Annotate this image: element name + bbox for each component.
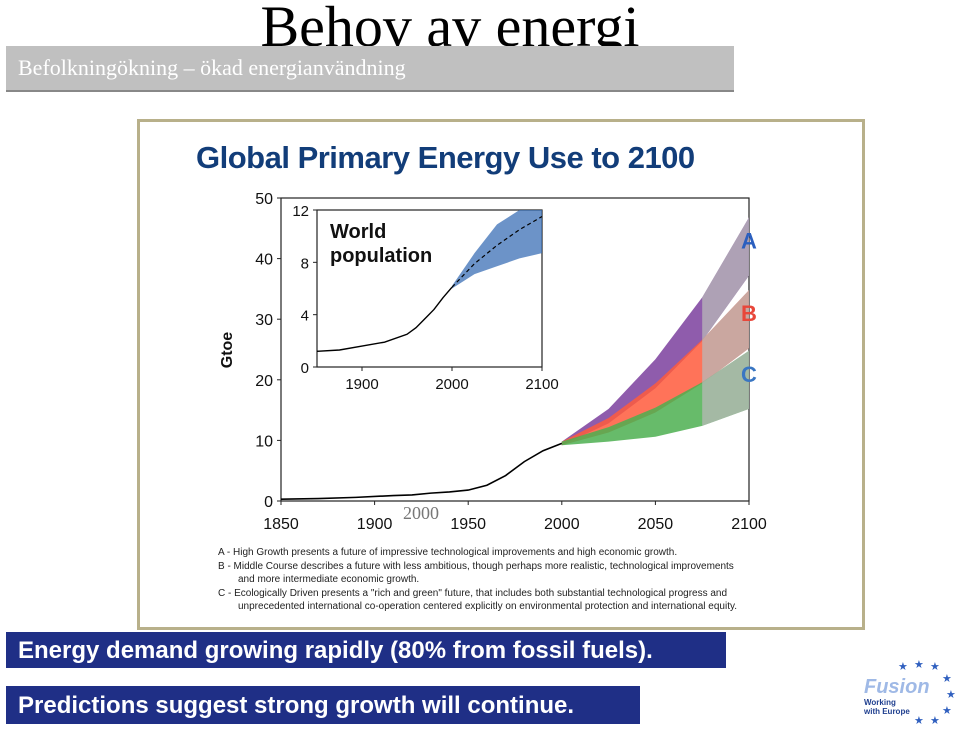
x-tick-label: 1850 xyxy=(263,516,299,533)
y-axis-label: Gtoe xyxy=(219,332,236,369)
stars-icon: ★ ★ ★ ★ ★ ★ ★ ★ xyxy=(898,658,956,727)
series-label-a: A xyxy=(741,228,757,253)
y-tick-label: 20 xyxy=(255,373,273,390)
svg-text:★: ★ xyxy=(898,660,908,673)
chart-title: Global Primary Energy Use to 2100 xyxy=(196,140,695,175)
bullet-bar-1: Energy demand growing rapidly (80% from … xyxy=(6,632,726,668)
year-annotation: 2000 xyxy=(403,503,439,523)
chart-note: and more intermediate economic growth. xyxy=(238,574,420,585)
logo-word: Fusion xyxy=(864,676,930,698)
inset-projection-band xyxy=(452,210,542,289)
series-label-b: B xyxy=(741,301,757,326)
chart-note: C - Ecologically Driven presents a "rich… xyxy=(218,587,728,599)
slide-subtitle: Befolkningökning – ökad energianvändning xyxy=(18,55,406,80)
scenario-a-uncertainty xyxy=(702,217,749,342)
bullet-1: Energy demand growing rapidly (80% from … xyxy=(18,637,653,664)
inset-x-tick-label: 2100 xyxy=(525,376,558,393)
y-tick-label: 40 xyxy=(255,252,273,269)
bullet-2: Predictions suggest strong growth will c… xyxy=(18,692,575,719)
history-line xyxy=(280,442,563,500)
inset-x-tick-label: 2000 xyxy=(435,376,468,393)
svg-text:★: ★ xyxy=(914,658,924,671)
x-tick-label: 2050 xyxy=(638,516,674,533)
chart-note: unprecedented international co-operation… xyxy=(238,601,738,612)
chart-figure: Global Primary Energy Use to 2100 0 10 20 3… xyxy=(137,119,865,630)
inset-y-tick-label: 8 xyxy=(301,255,309,272)
x-tick-label: 1950 xyxy=(450,516,486,533)
scenario-b-uncertainty xyxy=(702,290,749,384)
bullet-bar-2: Predictions suggest strong growth will c… xyxy=(6,686,640,724)
svg-text:★: ★ xyxy=(930,660,940,673)
logo-line-2: with Europe xyxy=(864,707,910,716)
scenario-c-uncertainty xyxy=(702,350,749,426)
chart-note: B - Middle Course describes a future wit… xyxy=(218,560,734,572)
inset-y-tick-label: 12 xyxy=(292,203,309,220)
svg-text:★: ★ xyxy=(914,714,924,726)
svg-text:★: ★ xyxy=(942,704,952,717)
subtitle-bar: Befolkningökning – ökad energianvändning xyxy=(6,46,734,92)
inset-title: World population xyxy=(330,221,433,267)
inset-y-tick-label: 0 xyxy=(301,360,309,377)
y-tick-label: 30 xyxy=(255,312,273,329)
inset-projection-line xyxy=(451,216,543,288)
series-label-c: C xyxy=(741,362,757,387)
chart-note: A - High Growth presents a future of imp… xyxy=(218,547,678,558)
x-tick-label: 2100 xyxy=(731,516,767,533)
y-tick-label: 10 xyxy=(255,433,273,450)
inset-history-line xyxy=(316,286,453,352)
fusion-logo: ★ ★ ★ ★ ★ ★ ★ ★ Fusion Working with Euro… xyxy=(858,658,958,727)
x-tick-label: 2000 xyxy=(544,516,580,533)
x-tick-label: 1900 xyxy=(357,516,393,533)
svg-text:★: ★ xyxy=(942,672,952,685)
y-tick-label: 0 xyxy=(264,494,273,511)
y-tick-label: 50 xyxy=(255,191,273,208)
svg-text:★: ★ xyxy=(946,688,956,701)
logo-line-1: Working xyxy=(864,698,896,707)
inset-y-tick-label: 4 xyxy=(301,308,309,325)
inset-x-tick-label: 1900 xyxy=(345,376,378,393)
logo-tagline: Working with Europe xyxy=(864,698,910,716)
svg-text:★: ★ xyxy=(930,714,940,726)
